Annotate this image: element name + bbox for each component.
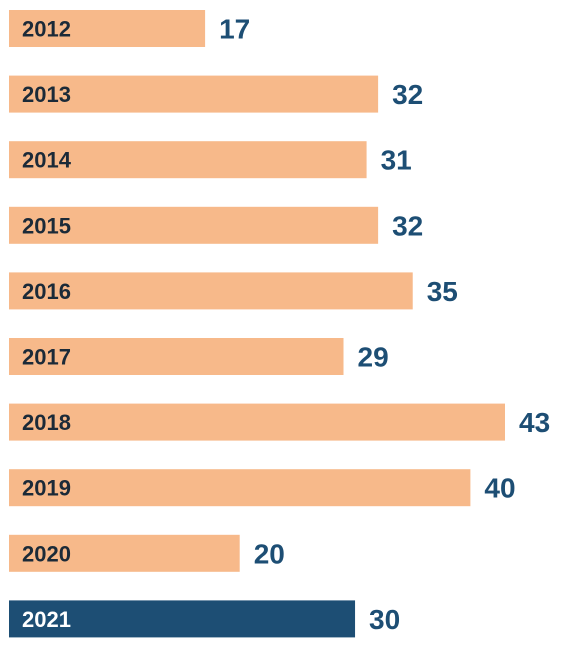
bar-2014 xyxy=(9,141,367,179)
bar-2021 xyxy=(9,600,356,638)
bar-group-2016: 2016 35 xyxy=(9,272,458,310)
category-label-2013: 2013 xyxy=(22,82,71,107)
bar-group-2012: 2012 17 xyxy=(9,10,250,47)
category-label-2016: 2016 xyxy=(22,279,71,304)
bar-group-2018: 2018 43 xyxy=(9,403,550,441)
value-label-2021: 30 xyxy=(369,604,400,635)
category-label-2019: 2019 xyxy=(22,476,71,501)
bar-2012 xyxy=(9,10,206,47)
category-label-2018: 2018 xyxy=(22,410,71,435)
value-label-2020: 20 xyxy=(254,538,285,569)
category-label-2012: 2012 xyxy=(22,17,71,42)
bar-2015 xyxy=(9,206,379,244)
bar-group-2019: 2019 40 xyxy=(9,469,516,507)
category-label-2014: 2014 xyxy=(22,148,72,173)
value-label-2017: 29 xyxy=(358,342,389,373)
bar-2017 xyxy=(9,338,344,375)
bar-group-2020: 2020 20 xyxy=(9,534,285,572)
value-label-2012: 17 xyxy=(219,14,250,45)
value-label-2015: 32 xyxy=(392,210,423,241)
bar-group-2014: 2014 31 xyxy=(9,141,412,179)
category-label-2015: 2015 xyxy=(22,213,71,238)
bar-group-2021: 2021 30 xyxy=(9,600,400,638)
bar-group-2013: 2013 32 xyxy=(9,75,423,113)
bar-group-2017: 2017 29 xyxy=(9,338,389,375)
bar-group-2015: 2015 32 xyxy=(9,206,423,244)
bar-2018 xyxy=(9,403,505,441)
category-label-2021: 2021 xyxy=(22,607,71,632)
bar-2016 xyxy=(9,272,413,310)
value-label-2018: 43 xyxy=(519,407,550,438)
bar-2020 xyxy=(9,534,240,572)
value-label-2013: 32 xyxy=(392,79,423,110)
value-label-2019: 40 xyxy=(484,473,515,504)
category-label-2020: 2020 xyxy=(22,541,71,566)
value-label-2016: 35 xyxy=(427,276,458,307)
bar-2013 xyxy=(9,75,379,113)
value-label-2014: 31 xyxy=(381,145,412,176)
category-label-2017: 2017 xyxy=(22,345,71,370)
bar-2019 xyxy=(9,469,471,507)
bars: 2012 17 2013 32 2014 31 2015 32 2016 35 2017 29 2018… xyxy=(9,10,550,638)
